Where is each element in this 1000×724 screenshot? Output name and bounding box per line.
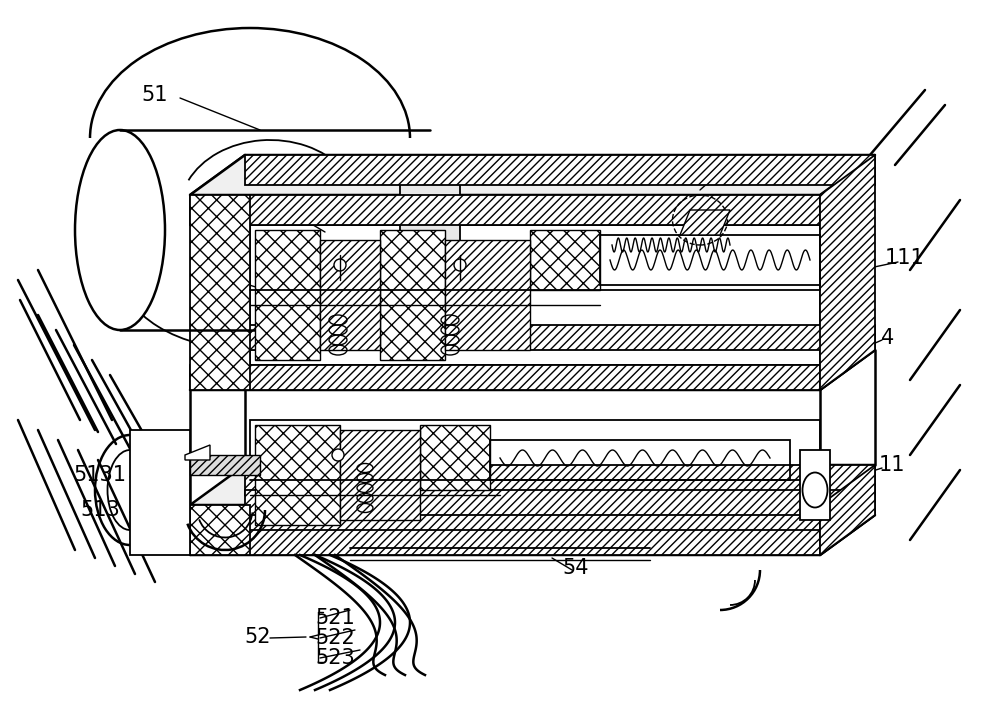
Ellipse shape: [454, 259, 466, 271]
Polygon shape: [420, 425, 490, 490]
Text: 11: 11: [879, 455, 905, 475]
Text: 521: 521: [315, 608, 355, 628]
Polygon shape: [250, 225, 820, 365]
Text: 56: 56: [282, 210, 308, 230]
Ellipse shape: [332, 449, 344, 461]
Polygon shape: [800, 450, 830, 520]
Polygon shape: [130, 430, 190, 555]
Polygon shape: [320, 240, 380, 350]
Text: 55: 55: [192, 262, 218, 282]
Polygon shape: [190, 195, 250, 390]
Polygon shape: [445, 240, 530, 350]
Ellipse shape: [802, 473, 828, 508]
Text: 111: 111: [885, 248, 925, 268]
Polygon shape: [250, 420, 820, 530]
Polygon shape: [190, 505, 250, 555]
Polygon shape: [680, 210, 730, 235]
Text: 53: 53: [563, 538, 589, 558]
Ellipse shape: [75, 130, 165, 330]
Text: A: A: [721, 158, 735, 178]
Text: 4: 4: [881, 328, 895, 348]
Polygon shape: [190, 365, 820, 390]
Text: 522: 522: [315, 628, 355, 648]
Polygon shape: [820, 155, 875, 390]
Text: B: B: [443, 538, 457, 558]
Polygon shape: [245, 155, 875, 185]
Polygon shape: [255, 425, 340, 525]
Polygon shape: [190, 195, 820, 225]
Polygon shape: [380, 230, 445, 360]
Polygon shape: [245, 465, 875, 495]
Text: 513: 513: [80, 500, 120, 520]
Text: 5131: 5131: [74, 465, 126, 485]
Text: 523: 523: [315, 648, 355, 668]
Text: 54: 54: [563, 558, 589, 578]
Polygon shape: [190, 505, 820, 535]
Polygon shape: [340, 430, 420, 520]
Text: 52: 52: [245, 627, 271, 647]
Text: 51: 51: [142, 85, 168, 105]
Polygon shape: [245, 490, 875, 515]
Polygon shape: [190, 515, 875, 555]
Polygon shape: [245, 325, 875, 350]
Polygon shape: [190, 465, 875, 505]
Polygon shape: [820, 465, 875, 555]
Polygon shape: [185, 445, 210, 460]
Polygon shape: [190, 155, 875, 195]
Polygon shape: [530, 230, 600, 290]
Polygon shape: [190, 455, 260, 475]
Ellipse shape: [334, 259, 346, 271]
Polygon shape: [190, 350, 875, 390]
Polygon shape: [255, 230, 320, 360]
Polygon shape: [190, 530, 820, 555]
Polygon shape: [400, 165, 460, 295]
